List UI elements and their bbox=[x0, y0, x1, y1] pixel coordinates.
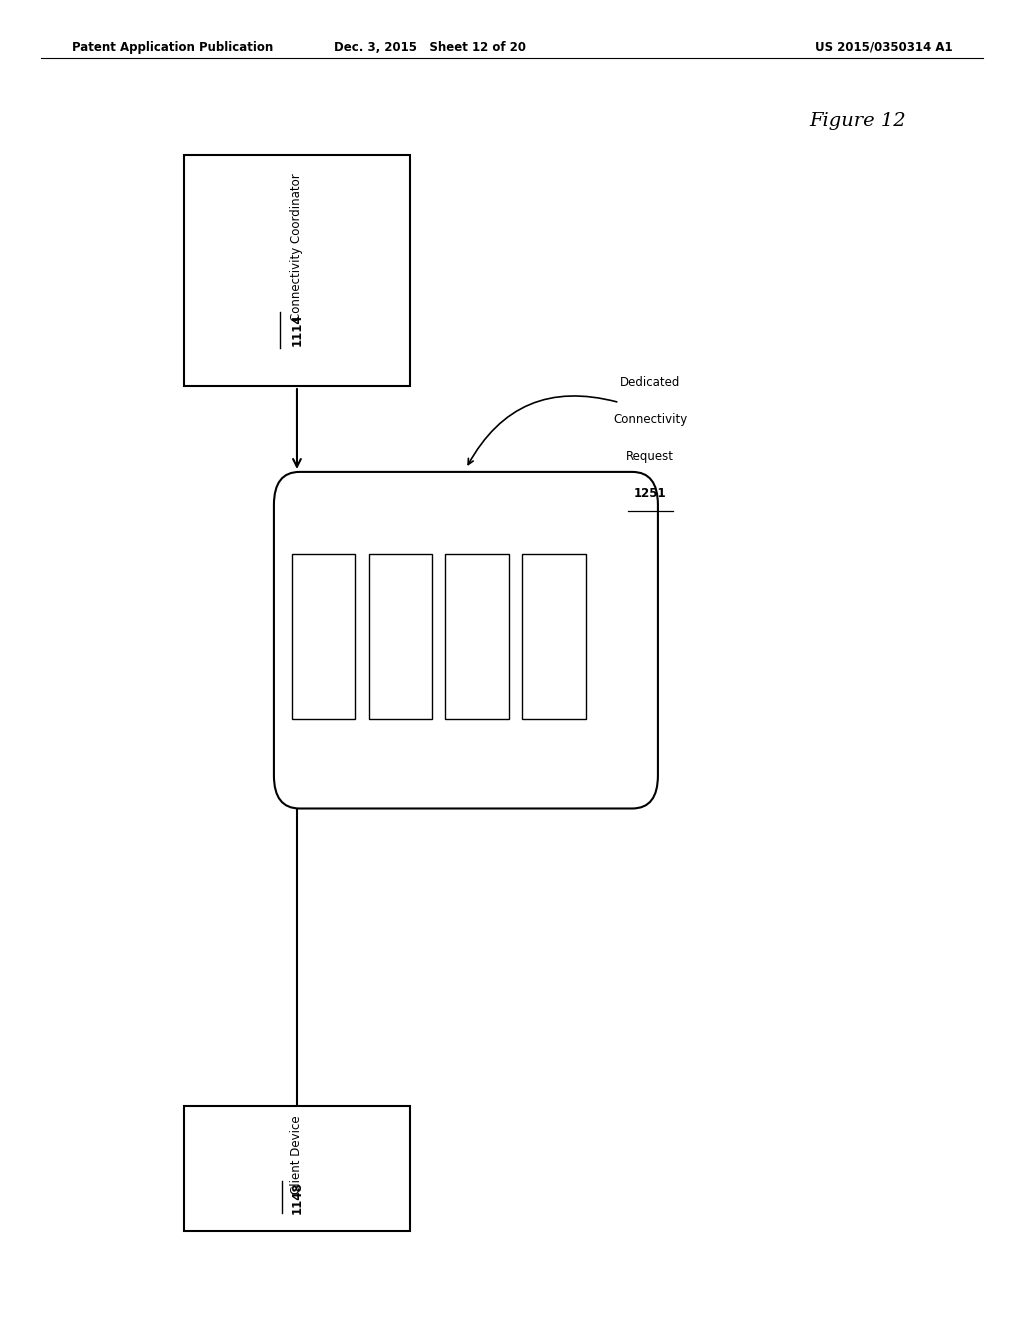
Text: Figure 12: Figure 12 bbox=[809, 112, 905, 131]
Text: (Optional) Connectivity
Details 1261: (Optional) Connectivity Details 1261 bbox=[391, 582, 410, 692]
Text: Dedicated: Dedicated bbox=[621, 376, 680, 389]
FancyBboxPatch shape bbox=[292, 554, 355, 719]
FancyBboxPatch shape bbox=[184, 154, 410, 385]
Text: 1114: 1114 bbox=[291, 314, 303, 346]
Text: Client Device: Client Device bbox=[291, 1115, 303, 1195]
Text: (Optional) End Time 1269: (Optional) End Time 1269 bbox=[550, 576, 558, 698]
FancyBboxPatch shape bbox=[445, 554, 509, 719]
Text: Connectivity: Connectivity bbox=[613, 413, 687, 426]
FancyBboxPatch shape bbox=[369, 554, 432, 719]
FancyBboxPatch shape bbox=[184, 1106, 410, 1230]
Text: Patent Application Publication: Patent Application Publication bbox=[72, 41, 273, 54]
Text: US 2015/0350314 A1: US 2015/0350314 A1 bbox=[815, 41, 952, 54]
FancyBboxPatch shape bbox=[522, 554, 586, 719]
Text: Dec. 3, 2015   Sheet 12 of 20: Dec. 3, 2015 Sheet 12 of 20 bbox=[334, 41, 526, 54]
FancyBboxPatch shape bbox=[274, 471, 658, 808]
Text: 1148: 1148 bbox=[291, 1181, 303, 1213]
Text: (Optional) Start Time 1268: (Optional) Start Time 1268 bbox=[473, 573, 481, 701]
Text: Location Information 1260: Location Information 1260 bbox=[319, 574, 328, 700]
Text: Request: Request bbox=[627, 450, 674, 463]
Text: 1251: 1251 bbox=[634, 487, 667, 500]
Text: Connectivity Coordinator: Connectivity Coordinator bbox=[291, 173, 303, 321]
